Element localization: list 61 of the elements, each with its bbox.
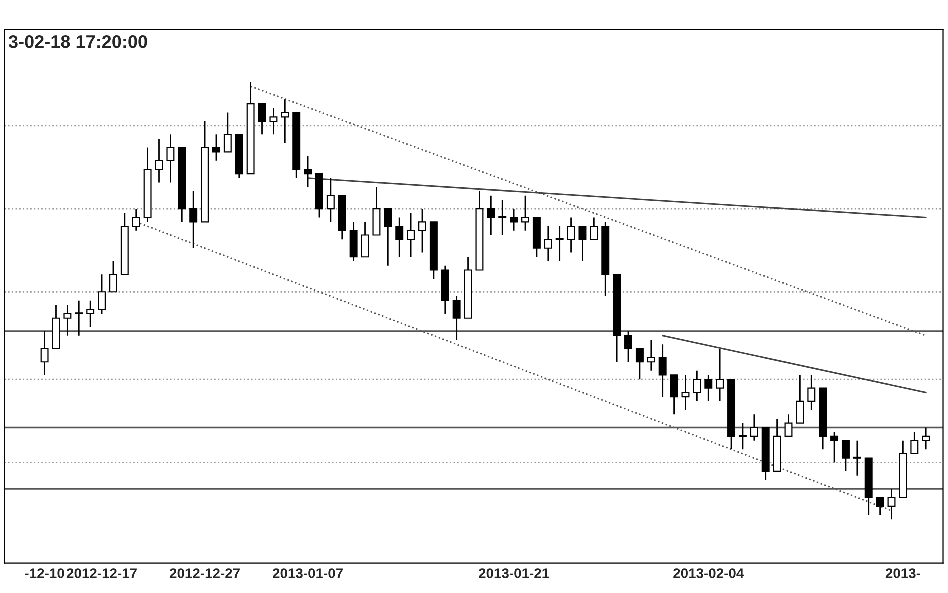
x-tick-label: 2013-01-21	[479, 568, 550, 578]
candlestick	[281, 98, 290, 144]
candlestick	[258, 103, 266, 136]
candlestick	[166, 134, 175, 184]
candlestick	[452, 296, 461, 341]
candlestick	[922, 427, 930, 450]
candlestick	[64, 304, 72, 337]
candlestick	[784, 414, 793, 438]
candlestick	[624, 330, 632, 363]
candlestick	[384, 208, 392, 267]
candlestick	[567, 217, 576, 254]
x-tick-label: -12-10	[25, 568, 64, 578]
candlestick	[224, 112, 232, 153]
candlestick	[670, 374, 678, 416]
candlestick	[842, 440, 850, 472]
candlestick	[190, 190, 198, 250]
candlestick	[636, 348, 644, 380]
candlestick	[361, 221, 370, 258]
candlestick	[658, 344, 667, 398]
candlestick	[498, 200, 507, 236]
candlestick	[522, 195, 530, 232]
candlestick	[796, 374, 804, 424]
candlestick	[830, 431, 839, 464]
candlestick	[888, 488, 896, 520]
candlestick	[578, 226, 587, 262]
candlestick	[109, 260, 118, 293]
candlestick	[304, 156, 312, 188]
candlestick	[647, 340, 656, 372]
candlestick	[556, 226, 564, 262]
candlestick	[40, 330, 49, 376]
candlestick	[738, 422, 747, 450]
candlestick	[590, 217, 598, 240]
candlestick	[326, 178, 335, 223]
candlestick	[75, 300, 84, 337]
candlestick	[396, 217, 404, 258]
candlestick	[544, 226, 552, 262]
candlestick	[876, 497, 884, 516]
candlestick	[270, 108, 278, 136]
candlestick	[510, 208, 518, 232]
x-tick-label: 2013-01-07	[273, 568, 343, 578]
candlestick	[716, 348, 724, 402]
chart-title: 3-02-18 17:20:00	[8, 35, 148, 48]
x-tick-label: 2013-02-04	[674, 568, 744, 578]
candlestick	[86, 300, 95, 328]
candlestick	[693, 370, 702, 402]
candlestick	[487, 195, 496, 236]
candlestick	[98, 274, 106, 315]
candlestick	[750, 414, 758, 442]
candlestick	[682, 374, 690, 411]
candlestick	[853, 440, 862, 477]
candlestick	[910, 431, 919, 455]
candlestick	[407, 212, 416, 258]
candlestick	[808, 374, 816, 411]
x-tick-label: 2012-12-17	[66, 568, 137, 578]
candlestick	[704, 374, 713, 402]
candlestick	[132, 208, 140, 232]
candlestick	[155, 138, 164, 184]
candlestick	[212, 134, 220, 162]
candlestick	[418, 208, 426, 254]
x-tick-label: 2013-	[886, 568, 920, 578]
x-tick-label: 2012-12-27	[170, 568, 240, 578]
